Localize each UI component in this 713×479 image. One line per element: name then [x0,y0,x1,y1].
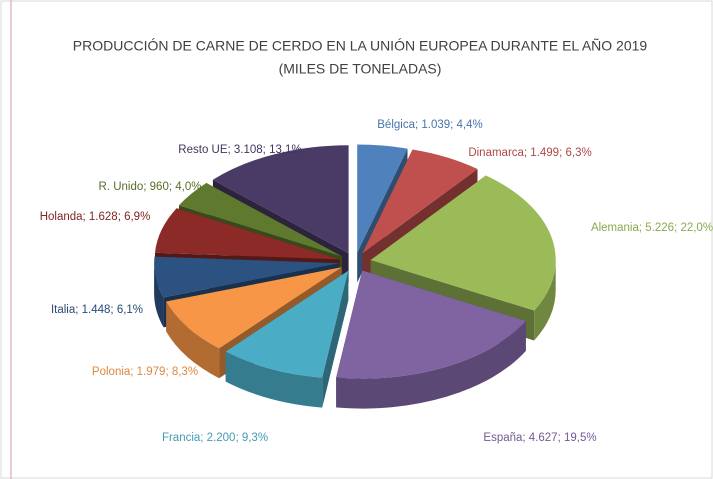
slice [179,183,342,257]
data-label: Alemania; 5.226; 22,0% [591,222,713,234]
data-label: Holanda; 1.628; 6,9% [40,211,151,223]
data-label: Italia; 1.448; 6,1% [51,304,143,316]
slice [370,175,556,311]
data-label: Bélgica; 1.039; 4,4% [377,119,483,131]
data-label: Polonia; 1.979; 8,3% [92,366,198,378]
slice [225,270,349,378]
slice-side [225,351,323,408]
slice-side [336,321,526,409]
chart-title: PRODUCCIÓN DE CARNE DE CERDO EN LA UNIÓN… [73,38,648,54]
slice [362,149,478,254]
slice [212,145,349,254]
slice [154,256,340,298]
slice [336,270,526,379]
slice [155,208,340,260]
slice-side [154,263,164,328]
slice-side [534,260,556,341]
slice-side [166,301,220,379]
data-label: Dinamarca; 1.499; 6,3% [468,147,591,159]
slice [357,144,408,253]
data-label: Francia; 2.200; 9,3% [162,432,268,444]
slice [166,267,342,349]
data-label: España; 4.627; 19,5% [483,432,596,444]
data-label: R. Unido; 960; 4,0% [99,181,202,193]
data-label: Resto UE; 3.108; 13,1% [178,144,301,156]
chart-subtitle: (MILES DE TONELADAS) [279,61,442,77]
